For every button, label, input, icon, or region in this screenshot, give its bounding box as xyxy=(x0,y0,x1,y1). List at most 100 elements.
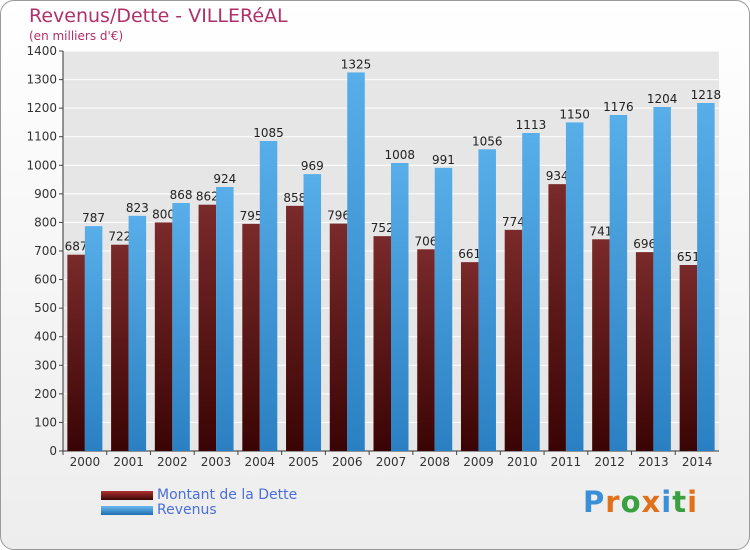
bar-revenus xyxy=(697,103,715,451)
data-label-revenus: 1150 xyxy=(559,107,590,121)
data-label-dette: 752 xyxy=(371,221,394,235)
data-label-revenus: 1008 xyxy=(384,148,415,162)
bar-revenus xyxy=(653,107,671,451)
logo-letter: t xyxy=(672,485,688,519)
x-tick-label: 2005 xyxy=(288,455,319,469)
data-label-revenus: 868 xyxy=(170,188,193,202)
data-label-dette: 687 xyxy=(65,240,88,254)
data-label-revenus: 1056 xyxy=(472,134,503,148)
x-tick-label: 2006 xyxy=(332,455,363,469)
legend-swatch-revenus xyxy=(101,505,153,515)
x-tick-label: 2001 xyxy=(113,455,144,469)
data-label-revenus: 1218 xyxy=(691,88,722,102)
bar-revenus xyxy=(391,163,409,451)
data-label-dette: 800 xyxy=(152,207,175,221)
legend-label-revenus: Revenus xyxy=(157,502,217,518)
data-label-dette: 651 xyxy=(677,250,700,264)
data-label-dette: 858 xyxy=(283,191,306,205)
x-tick-label: 2008 xyxy=(419,455,450,469)
legend-label-dette: Montant de la Dette xyxy=(157,487,298,503)
data-label-dette: 934 xyxy=(546,169,569,183)
bar-revenus xyxy=(434,167,453,451)
x-tick-label: 2000 xyxy=(70,455,101,469)
bar-revenus xyxy=(128,215,147,451)
x-tick-label: 2010 xyxy=(507,455,538,469)
proxiti-logo: Proxiti xyxy=(583,485,698,519)
logo-letter: i xyxy=(687,485,699,519)
y-tick-label: 900 xyxy=(34,187,57,201)
data-label-dette: 862 xyxy=(196,190,219,204)
x-tick-label: 2007 xyxy=(376,455,407,469)
y-tick-label: 100 xyxy=(34,415,57,429)
bar-dette xyxy=(111,244,129,451)
bar-dette xyxy=(504,229,523,451)
chart-title: Revenus/Dette - VILLERéAL xyxy=(29,5,288,27)
data-label-revenus: 1176 xyxy=(603,100,634,114)
data-label-dette: 774 xyxy=(502,215,525,229)
bar-dette xyxy=(679,265,698,451)
data-label-dette: 741 xyxy=(589,224,612,238)
bar-revenus xyxy=(609,115,628,451)
y-tick-label: 500 xyxy=(34,301,57,315)
bar-dette xyxy=(242,223,260,451)
bar-dette xyxy=(67,254,85,451)
data-label-revenus: 823 xyxy=(126,201,149,215)
bar-dette xyxy=(548,184,566,451)
bar-revenus xyxy=(522,133,540,451)
legend-swatch-dette xyxy=(101,490,153,500)
x-tick-label: 2009 xyxy=(463,455,494,469)
bar-dette xyxy=(635,252,654,451)
y-tick-label: 0 xyxy=(49,444,57,458)
legend-item-dette: Montant de la Dette xyxy=(101,487,297,503)
bar-dette xyxy=(592,239,610,451)
y-tick-label: 300 xyxy=(34,358,57,372)
bar-dette xyxy=(460,262,479,451)
y-tick-label: 800 xyxy=(34,215,57,229)
x-tick-label: 2011 xyxy=(551,455,582,469)
y-tick-label: 200 xyxy=(34,387,57,401)
bar-revenus xyxy=(172,203,190,451)
data-label-dette: 696 xyxy=(633,237,656,251)
y-tick-label: 1100 xyxy=(26,130,57,144)
data-label-revenus: 969 xyxy=(301,159,324,173)
data-label-dette: 661 xyxy=(458,247,481,261)
bar-dette xyxy=(373,236,391,451)
logo-letter: x xyxy=(641,485,662,519)
data-label-revenus: 1113 xyxy=(516,118,547,132)
logo-letter: r xyxy=(605,485,621,519)
data-label-revenus: 1325 xyxy=(341,57,372,71)
logo-letter: o xyxy=(620,485,642,519)
x-tick-label: 2003 xyxy=(201,455,232,469)
chart-subtitle: (en milliers d'€) xyxy=(29,29,124,43)
data-label-dette: 722 xyxy=(108,230,131,244)
y-tick-label: 1400 xyxy=(26,44,57,58)
x-tick-label: 2004 xyxy=(245,455,276,469)
y-tick-label: 1000 xyxy=(26,158,57,172)
data-label-dette: 796 xyxy=(327,209,350,223)
bar-dette xyxy=(286,205,304,451)
bar-revenus xyxy=(259,141,278,451)
bar-dette xyxy=(329,223,348,451)
y-tick-label: 400 xyxy=(34,330,57,344)
y-tick-label: 700 xyxy=(34,244,57,258)
logo-letter: P xyxy=(583,485,606,519)
data-label-revenus: 787 xyxy=(82,211,105,225)
data-label-dette: 706 xyxy=(415,234,438,248)
legend-item-revenus: Revenus xyxy=(101,502,217,518)
y-tick-label: 600 xyxy=(34,273,57,287)
x-tick-label: 2012 xyxy=(594,455,625,469)
x-tick-label: 2013 xyxy=(638,455,669,469)
data-label-revenus: 991 xyxy=(432,153,455,167)
bar-revenus xyxy=(84,226,103,451)
bar-revenus xyxy=(565,122,584,451)
bar-dette xyxy=(154,222,173,451)
data-label-dette: 795 xyxy=(240,209,263,223)
bar-revenus xyxy=(347,72,365,451)
bar-dette xyxy=(198,204,217,451)
data-label-revenus: 924 xyxy=(213,172,236,186)
data-label-revenus: 1204 xyxy=(647,92,678,106)
y-tick-label: 1200 xyxy=(26,101,57,115)
bar-dette xyxy=(417,249,435,451)
